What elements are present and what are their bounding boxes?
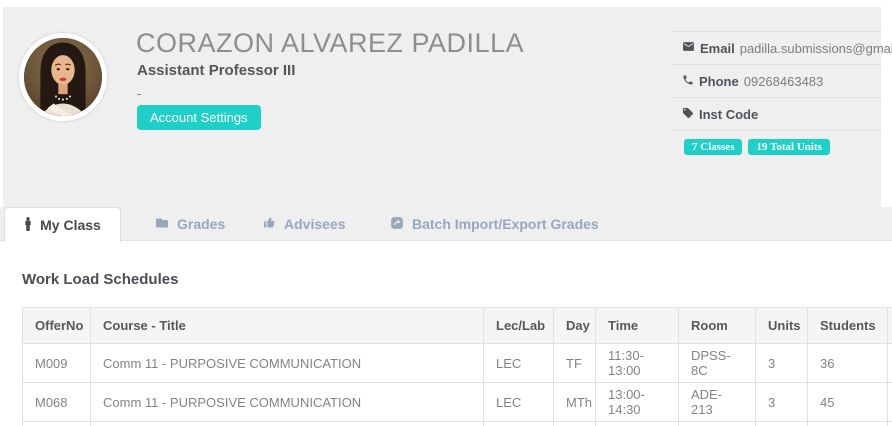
cell-extra: [887, 343, 892, 383]
cell-units: 3: [755, 382, 808, 422]
phone-value: 09268463483: [743, 73, 824, 89]
email-value: padilla.submissions@gmail.com: [739, 40, 892, 56]
contact-row-inst-code: Inst Code: [672, 97, 881, 130]
cell-offerno: [22, 421, 91, 426]
cell-units: [755, 421, 808, 426]
inst-code-label: Inst Code: [699, 106, 759, 122]
tab-batch-import-export[interactable]: Batch Import/Export Grades: [390, 207, 599, 241]
summary-badges: 7 Classes 19 Total Units: [672, 130, 881, 163]
tab-strip: My Class Grades Advisees Batch Import/Ex…: [0, 207, 892, 242]
cell-course: Comm 11 - PURPOSIVE COMMUNICATION: [90, 343, 484, 383]
avatar-portrait: [24, 38, 102, 116]
table-row: M009 Comm 11 - PURPOSIVE COMMUNICATION L…: [22, 343, 892, 383]
cell-time: [595, 421, 679, 426]
table-header-row: OfferNo Course - Title Lec/Lab Day Time …: [22, 307, 892, 344]
phone-label: Phone: [699, 73, 739, 89]
contact-panel: Email padilla.submissions@gmail.com Phon…: [672, 7, 892, 163]
classes-count-badge: 7 Classes: [684, 139, 743, 155]
col-header-offerno: OfferNo: [22, 307, 91, 344]
cell-offerno: M068: [22, 382, 91, 422]
cell-students: 45: [807, 382, 888, 422]
envelope-icon: [682, 40, 695, 56]
cell-offerno: M009: [22, 343, 91, 383]
section-title: Work Load Schedules: [22, 271, 179, 288]
contact-row-email: Email padilla.submissions@gmail.com: [672, 31, 892, 64]
cell-day: TF: [553, 343, 596, 383]
faculty-department: -: [137, 86, 142, 101]
import-export-icon: [390, 216, 404, 233]
cell-leclab: [483, 421, 554, 426]
cell-time: 13:00-14:30: [595, 382, 679, 422]
cell-room: [678, 421, 756, 426]
col-header-time: Time: [595, 307, 679, 344]
phone-icon: [682, 74, 694, 89]
tab-label: My Class: [40, 217, 101, 233]
tab-label: Batch Import/Export Grades: [412, 216, 599, 232]
table-row: M068 Comm 11 - PURPOSIVE COMMUNICATION L…: [22, 382, 892, 422]
table-row: [22, 421, 892, 426]
cell-extra: [887, 421, 892, 426]
cell-room: ADE-213: [678, 382, 756, 422]
tab-grades[interactable]: Grades: [155, 207, 225, 241]
cell-leclab: LEC: [483, 382, 554, 422]
tab-label: Advisees: [284, 216, 346, 232]
col-header-leclab: Lec/Lab: [483, 307, 554, 344]
cell-room: DPSS-8C: [678, 343, 756, 383]
account-settings-button[interactable]: Account Settings: [137, 105, 261, 130]
tab-advisees[interactable]: Advisees: [263, 207, 345, 241]
cell-time: 11:30-13:00: [595, 343, 679, 383]
folder-icon: [155, 216, 169, 232]
tab-label: Grades: [177, 216, 226, 232]
tag-icon: [682, 107, 694, 122]
col-header-day: Day: [553, 307, 596, 344]
col-header-students: Students: [807, 307, 888, 344]
total-units-badge: 19 Total Units: [748, 139, 830, 155]
person-icon: [24, 216, 32, 234]
col-header-units: Units: [755, 307, 808, 344]
col-header-extra: [887, 307, 892, 344]
col-header-room: Room: [678, 307, 756, 344]
email-label: Email: [700, 40, 735, 56]
col-header-course: Course - Title: [90, 307, 484, 344]
cell-course: [90, 421, 484, 426]
faculty-name: CORAZON ALVAREZ PADILLA: [136, 28, 525, 58]
cell-students: [807, 421, 888, 426]
cell-students: 36: [807, 343, 888, 383]
faculty-rank: Assistant Professor III: [137, 62, 296, 79]
cell-leclab: LEC: [483, 343, 554, 383]
contact-row-phone: Phone 09268463483: [672, 64, 881, 97]
thumbs-up-icon: [263, 216, 276, 232]
cell-day: MTh: [553, 382, 596, 422]
avatar: [19, 33, 107, 121]
cell-units: 3: [755, 343, 808, 383]
cell-day: [553, 421, 596, 426]
workload-schedule-table: OfferNo Course - Title Lec/Lab Day Time …: [22, 307, 892, 426]
tab-my-class[interactable]: My Class: [4, 207, 121, 242]
cell-extra: [887, 382, 892, 422]
tab-bar: [0, 207, 892, 241]
cell-course: Comm 11 - PURPOSIVE COMMUNICATION: [90, 382, 484, 422]
